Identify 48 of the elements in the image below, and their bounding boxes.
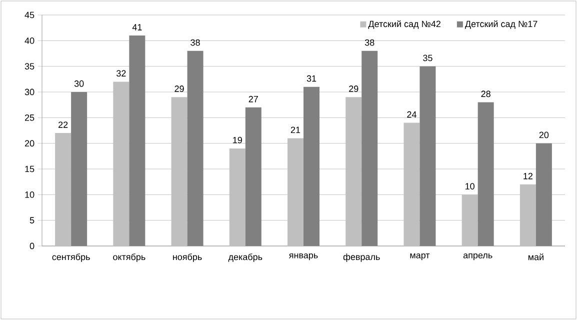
y-tick-label: 20: [24, 140, 34, 147]
data-label: 41: [132, 24, 142, 30]
data-label: 27: [248, 96, 258, 102]
x-tick-label: ноябрь: [173, 253, 202, 262]
y-tick-label: 30: [24, 88, 34, 96]
bar: [113, 82, 130, 246]
y-tick-label: 15: [25, 166, 34, 172]
y-tick-label: 40: [24, 37, 34, 44]
x-tick-label: декабрь: [228, 253, 262, 262]
data-label: 38: [190, 39, 200, 46]
x-tick-label: февраль: [343, 253, 380, 262]
data-label: 31: [306, 75, 316, 82]
data-label: 12: [524, 172, 532, 180]
data-label: 35: [423, 54, 432, 62]
bar: [229, 148, 246, 246]
x-tick-label: май: [528, 253, 544, 260]
data-label: 29: [174, 86, 184, 92]
bar: [171, 97, 188, 246]
bar: [288, 138, 304, 246]
bar: [55, 133, 72, 246]
bar: [462, 194, 478, 246]
bar: [346, 97, 362, 246]
data-label: 30: [74, 80, 84, 87]
x-tick-label: январь: [288, 253, 318, 260]
bar: [404, 122, 420, 246]
y-tick-label: 10: [25, 191, 34, 198]
x-tick-label: сентябрь: [52, 253, 90, 262]
data-label: 29: [349, 86, 358, 92]
data-label: 22: [58, 122, 68, 128]
x-tick-label: апрель: [463, 253, 492, 260]
legend-label: Детский сад №42: [368, 20, 440, 29]
data-label: 24: [407, 111, 416, 118]
y-tick-label: 5: [30, 217, 34, 224]
data-label: 28: [481, 90, 490, 98]
x-tick-label: март: [410, 253, 430, 260]
data-label: 20: [539, 132, 549, 138]
data-label: 10: [466, 183, 474, 190]
data-label: 32: [116, 70, 126, 77]
data-label: 21: [290, 126, 300, 133]
y-tick-label: 25: [24, 114, 34, 121]
bar: [520, 184, 536, 246]
data-label: 38: [364, 39, 374, 46]
y-tick-label: 35: [24, 63, 34, 70]
y-tick-label: 0: [30, 242, 34, 250]
x-tick-label: октябрь: [113, 253, 146, 262]
data-label: 19: [233, 136, 242, 144]
y-tick-label: 45: [24, 12, 34, 18]
legend-label: Детский сад №17: [464, 20, 538, 29]
